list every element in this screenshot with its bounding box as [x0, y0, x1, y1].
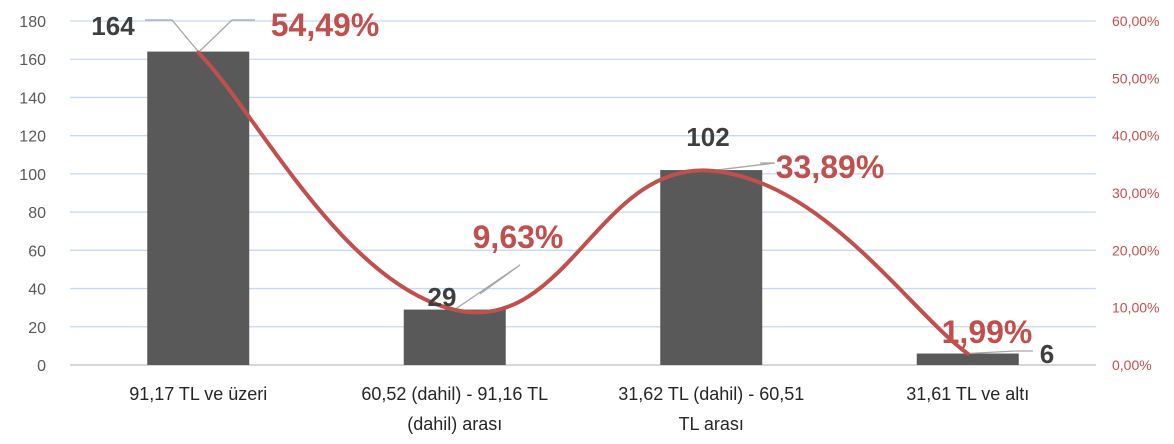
bar [916, 353, 1019, 365]
bar [403, 309, 506, 365]
bar-series [147, 51, 1019, 365]
right-tick-label: 0,00% [1112, 357, 1152, 373]
right-tick-label: 30,00% [1112, 185, 1159, 201]
data-labels: 164 54,49% 29 9,63% 102 33,89% 61,99% [91, 7, 1054, 369]
left-tick-label: 40 [28, 282, 46, 299]
left-tick-label: 140 [19, 90, 46, 107]
percent-label-leader [711, 162, 776, 172]
bar [147, 51, 250, 365]
bar-label-leader [454, 264, 521, 311]
right-y-axis: 0,00% 10,00% 20,00% 30,00% 40,00% 50,00% 60,00… [1112, 13, 1159, 373]
percent-value-label: 1,99% [942, 314, 1033, 350]
category-label: 60,52 (dahil) - 91,16 TL [361, 384, 548, 404]
right-tick-label: 40,00% [1112, 128, 1159, 144]
right-tick-label: 60,00% [1112, 13, 1159, 29]
left-tick-label: 180 [19, 14, 46, 31]
left-y-axis: 0 20 40 60 80 100 120 140 160 180 [19, 14, 46, 375]
x-axis-categories: 91,17 TL ve üzeri 60,52 (dahil) - 91,16 T… [129, 384, 1029, 434]
right-tick-label: 50,00% [1112, 70, 1159, 86]
bar-value-label: 164 [91, 11, 135, 41]
left-tick-label: 0 [37, 358, 46, 375]
percent-label-leader [197, 19, 255, 54]
left-tick-label: 60 [28, 243, 46, 260]
category-label: (dahil) arası [407, 414, 502, 434]
category-label: TL arası [679, 414, 744, 434]
right-tick-label: 10,00% [1112, 300, 1159, 316]
percent-value-label: 54,49% [271, 7, 380, 43]
bar-label-leader [967, 350, 1033, 355]
percent-value-label: 9,63% [473, 219, 564, 255]
category-label: 31,61 TL ve altı [906, 384, 1029, 404]
bar-label-leader [145, 19, 199, 52]
category-label: 31,62 TL (dahil) - 60,51 [618, 384, 804, 404]
bar [660, 170, 763, 365]
left-tick-label: 100 [19, 167, 46, 184]
left-tick-label: 20 [28, 320, 46, 337]
percent-line-series [196, 50, 970, 356]
bar-value-label: 29 [428, 282, 457, 312]
percent-line [196, 50, 970, 356]
leader-lines [145, 19, 1033, 355]
category-label: 91,17 TL ve üzeri [129, 384, 267, 404]
bar-value-label: 102 [686, 122, 729, 152]
left-tick-label: 120 [19, 129, 46, 146]
bar-value-label: 6 [1040, 339, 1054, 369]
percent-value-label: 33,89% [776, 149, 885, 185]
left-tick-label: 80 [28, 205, 46, 222]
left-tick-label: 160 [19, 52, 46, 69]
right-tick-label: 20,00% [1112, 242, 1159, 258]
